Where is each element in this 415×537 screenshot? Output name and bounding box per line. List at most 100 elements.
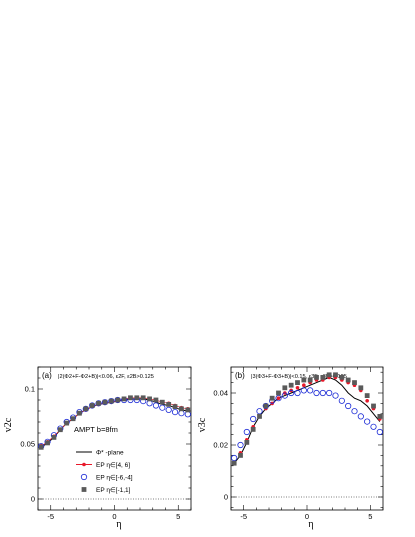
data-point — [159, 404, 166, 411]
legend-marker — [80, 473, 88, 481]
panel-label: (a) — [42, 371, 52, 380]
data-point — [45, 440, 50, 446]
data-point — [319, 389, 326, 397]
y-tick-label: 0.04 — [213, 389, 228, 398]
data-point — [332, 392, 339, 399]
data-point — [302, 383, 306, 388]
data-point — [179, 406, 184, 412]
data-point — [358, 385, 364, 391]
data-point — [108, 398, 114, 404]
data-point — [357, 413, 364, 420]
data-point — [238, 453, 243, 458]
data-point — [326, 372, 332, 378]
x-tick-label: 5 — [368, 512, 372, 521]
y-axis-title: v2c — [3, 417, 14, 432]
series-line-0 — [40, 398, 188, 448]
data-point — [269, 395, 275, 401]
data-point — [152, 402, 160, 409]
data-point — [345, 377, 351, 383]
data-point — [147, 396, 152, 402]
data-point — [165, 406, 172, 413]
data-point — [159, 399, 165, 405]
data-point — [95, 400, 102, 407]
data-point — [377, 414, 383, 419]
data-point — [237, 441, 244, 449]
data-point — [250, 415, 257, 423]
data-point — [166, 402, 172, 407]
data-point — [82, 405, 89, 412]
panel-label: (b) — [235, 371, 245, 380]
data-point — [263, 403, 269, 409]
data-point — [231, 454, 238, 462]
data-point — [83, 406, 89, 412]
data-point — [301, 377, 307, 383]
x-axis-title: η — [116, 519, 121, 530]
data-point — [57, 427, 63, 433]
data-point — [376, 428, 383, 436]
data-point — [300, 387, 307, 394]
legend-marker — [82, 462, 86, 467]
data-point — [70, 416, 76, 422]
y-tick-label: 0.1 — [25, 385, 35, 394]
y-tick-label: 0.02 — [213, 441, 228, 450]
data-point — [320, 375, 326, 380]
data-point — [108, 397, 115, 405]
data-point — [89, 402, 96, 409]
data-point — [171, 408, 179, 416]
data-point — [89, 403, 95, 408]
data-point — [294, 389, 301, 397]
data-point — [178, 410, 185, 417]
data-point — [276, 396, 281, 401]
data-point — [314, 375, 319, 380]
data-point — [140, 395, 146, 401]
data-point — [282, 385, 288, 391]
panel-b: -5 0 5 0 0.02 0.04 η v3c (b) |3(Φ3+F-Φ3+B)|<0.15,… — [197, 366, 384, 530]
x-tick-label: 0 — [305, 512, 309, 521]
x-tick-label: 0 — [112, 512, 116, 521]
x-tick-label: -5 — [47, 512, 54, 521]
data-point — [262, 402, 269, 410]
data-point — [352, 380, 357, 385]
data-point — [64, 420, 70, 426]
panel-a: -5 0 5 0 0.05 0.1 η v2c (a) |2(Φ2+F-Φ2+B)|<0.06, … — [3, 366, 192, 530]
data-point — [257, 414, 262, 419]
data-point — [275, 395, 282, 402]
model-annotation: AMPT b=8fm — [74, 425, 118, 434]
series-line-0 — [233, 376, 381, 464]
data-point — [351, 408, 358, 415]
data-point — [365, 399, 369, 403]
data-point — [38, 444, 44, 450]
data-point — [333, 372, 338, 378]
y-tick-label: 0 — [31, 495, 35, 504]
x-tick-label: -5 — [240, 512, 247, 521]
data-point — [128, 395, 133, 401]
data-point — [51, 435, 57, 440]
data-point — [364, 418, 371, 425]
data-point — [256, 408, 263, 415]
cut-label: |2(Φ2+F-Φ2+B)|<0.06, ε2F, ε2B>0.125 — [58, 374, 154, 380]
data-point — [231, 460, 237, 466]
data-point — [244, 440, 250, 445]
y-tick-label: 0 — [224, 493, 228, 502]
data-point — [276, 390, 281, 396]
data-point — [364, 393, 370, 398]
legend-label: EP η∈[-6,-4] — [96, 474, 133, 481]
data-point — [250, 427, 256, 432]
x-tick-label: 5 — [176, 512, 180, 521]
data-point — [134, 395, 140, 401]
legend-label: EP η∈[-1,1] — [96, 487, 131, 494]
data-point — [243, 428, 250, 436]
data-point — [307, 387, 314, 394]
data-point — [370, 423, 377, 430]
data-point — [96, 400, 101, 406]
data-point — [121, 396, 127, 402]
y-tick-label: 0.05 — [20, 440, 35, 449]
data-point — [288, 382, 294, 388]
data-point — [77, 410, 82, 416]
data-point — [281, 392, 288, 399]
data-point — [295, 386, 300, 390]
data-point — [338, 397, 345, 404]
data-point — [371, 403, 376, 409]
data-point — [146, 400, 153, 407]
data-point — [115, 397, 121, 403]
